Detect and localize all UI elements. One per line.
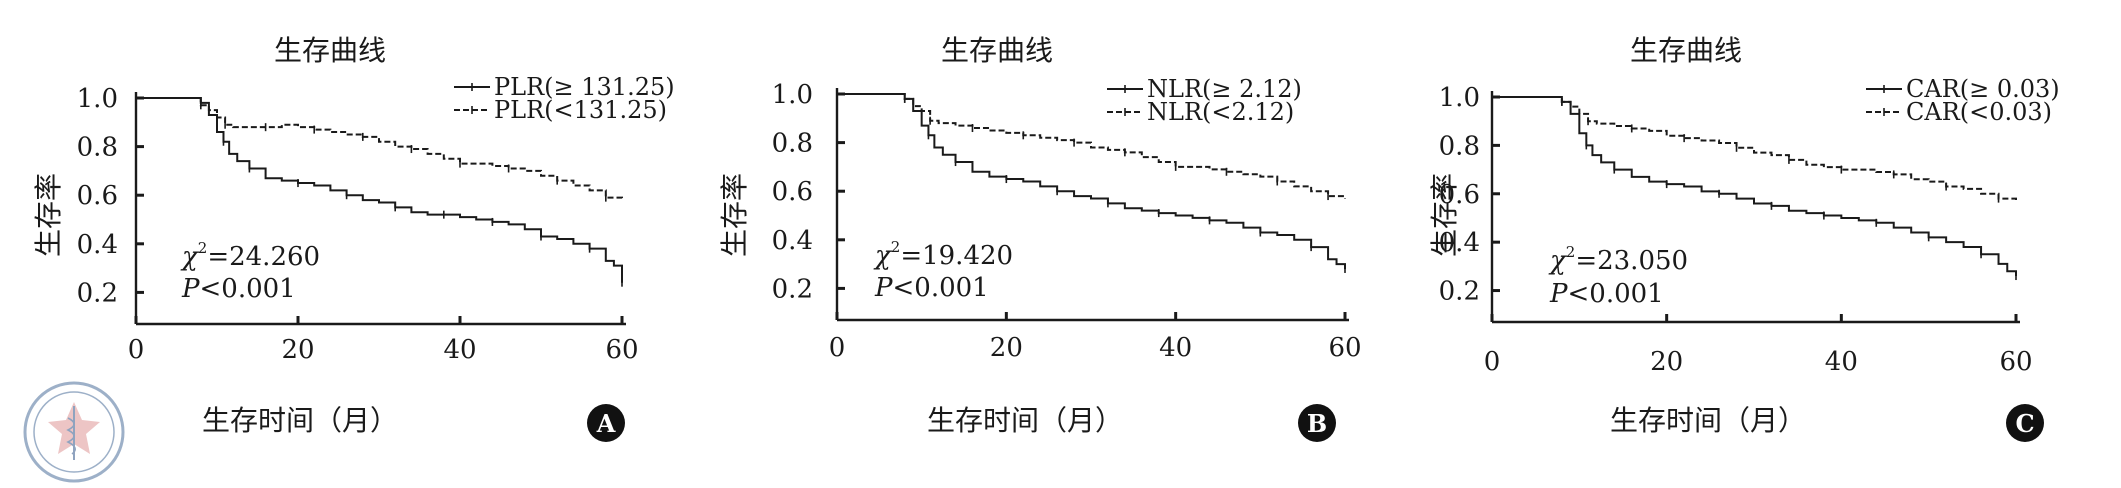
survival-curves	[1492, 96, 2017, 281]
x-tick-label: 60	[605, 335, 638, 365]
x-tick-label: 40	[443, 335, 476, 365]
axis-ticks: 0 20 40 60 1.0 0.8 0.6 0.4 0.2	[77, 84, 639, 365]
y-tick-label: 0.2	[772, 274, 813, 304]
legend: NLR(≥ 2.12)NLR(<2.12)	[1107, 75, 1302, 126]
y-tick-label: 0.8	[77, 133, 118, 163]
panel-label: A	[596, 409, 616, 438]
chart-a-svg: 生存曲线 生存率 生存时间（月） 0 20 40 601.00.80.60.40.2 …	[32, 34, 675, 442]
survival-curves	[136, 97, 623, 287]
chart-panel-a: 生存曲线 生存率 生存时间（月） 0 20 40 60 1.0 0.8 0.6 0.4 0.2 …	[0, 0, 707, 485]
y-tick-label: 1.0	[77, 84, 118, 114]
chi-square-annotation: χ2=19.420	[873, 238, 1013, 271]
legend-entry: PLR(≥ 131.25)	[494, 73, 675, 101]
chart-title: 生存曲线	[274, 34, 386, 67]
x-axis-label: 生存时间（月）	[1610, 404, 1806, 437]
y-tick-label: 0.4	[772, 226, 813, 256]
x-tick-label: 40	[1825, 347, 1858, 377]
dashed-survival-curve	[136, 97, 623, 201]
panel-label: C	[2015, 409, 2034, 438]
survival-curves	[837, 93, 1346, 273]
chi-square-annotation: χ2=24.260	[180, 239, 320, 272]
x-axis-label: 生存时间（月）	[927, 404, 1123, 437]
seal-logo	[23, 381, 125, 483]
y-tick-label: 0.2	[1439, 277, 1480, 307]
solid-survival-curve	[837, 93, 1346, 269]
x-tick-label: 20	[1650, 347, 1683, 377]
association-seal-watermark	[22, 380, 126, 484]
x-tick-label: 0	[128, 335, 145, 365]
chart-panel-b: 生存曲线 生存率 生存时间（月） 0 20 40 60 1.0 0.8 0.6 0.4 0.2 …	[707, 0, 1414, 485]
panel-label-badge	[1298, 404, 1336, 442]
x-tick-label: 20	[990, 333, 1023, 363]
p-value-annotation: P<0.001	[874, 273, 989, 303]
axis-ticks: 0 20 40 60 1.0 0.8 0.6 0.4 0.2	[772, 80, 1362, 363]
dashed-survival-curve	[837, 93, 1346, 199]
y-tick-label: 1.0	[772, 80, 813, 110]
x-tick-label: 20	[281, 335, 314, 365]
p-value-annotation: P<0.001	[181, 274, 296, 304]
x-tick-label: 60	[1999, 347, 2032, 377]
panel-label-badge	[587, 404, 625, 442]
chart-title: 生存曲线	[1630, 34, 1742, 67]
y-tick-label: 0.4	[1439, 228, 1480, 258]
y-axis-label: 生存率	[32, 173, 65, 257]
y-axis-label: 生存率	[1428, 173, 1461, 257]
y-tick-label: 0.6	[1439, 180, 1480, 210]
solid-survival-curve	[136, 97, 623, 283]
legend-entry: PLR(<131.25)	[494, 96, 667, 124]
y-tick-label: 0.8	[772, 129, 813, 159]
legend-entry: NLR(≥ 2.12)	[1147, 75, 1302, 103]
chart-c-svg: 生存曲线 生存率 生存时间（月） 0 20 40 601.00.80.60.40.2 …	[1428, 34, 2060, 442]
panel-label: B	[1307, 409, 1327, 438]
y-tick-label: 0.4	[77, 230, 118, 260]
p-value-annotation: P<0.001	[1549, 279, 1664, 309]
y-tick-label: 0.2	[77, 278, 118, 308]
y-tick-label: 0.6	[77, 181, 118, 211]
chart-title: 生存曲线	[941, 34, 1053, 67]
solid-survival-curve	[1492, 96, 2017, 277]
panel-label-badge	[2006, 404, 2044, 442]
axis-ticks: 0 20 40 60 1.0 0.8 0.6 0.4 0.2	[1439, 83, 2033, 377]
legend: PLR(≥ 131.25)PLR(<131.25)	[454, 73, 675, 124]
y-axis-label: 生存率	[718, 173, 751, 257]
legend-entry: NLR(<2.12)	[1147, 98, 1294, 126]
x-axis-label: 生存时间（月）	[202, 404, 398, 437]
y-tick-label: 1.0	[1439, 83, 1480, 113]
chart-b-svg: 生存曲线 生存率 生存时间（月） 0 20 40 601.00.80.60.40.2 …	[718, 34, 1362, 442]
dashed-survival-curve	[1492, 96, 2017, 202]
y-tick-label: 0.6	[772, 177, 813, 207]
x-tick-label: 0	[829, 333, 846, 363]
x-tick-label: 60	[1328, 333, 1361, 363]
y-tick-label: 0.8	[1439, 131, 1480, 161]
legend-entry: CAR(≥ 0.03)	[1906, 75, 2060, 103]
x-tick-label: 0	[1484, 347, 1501, 377]
chi-square-annotation: χ2=23.050	[1548, 243, 1688, 276]
legend: CAR(≥ 0.03)CAR(<0.03)	[1866, 75, 2060, 126]
x-tick-label: 40	[1159, 333, 1192, 363]
chart-panel-c: 生存曲线 生存率 生存时间（月） 0 20 40 60 1.0 0.8 0.6 0.4 0.2 …	[1414, 0, 2121, 485]
legend-entry: CAR(<0.03)	[1906, 98, 2052, 126]
